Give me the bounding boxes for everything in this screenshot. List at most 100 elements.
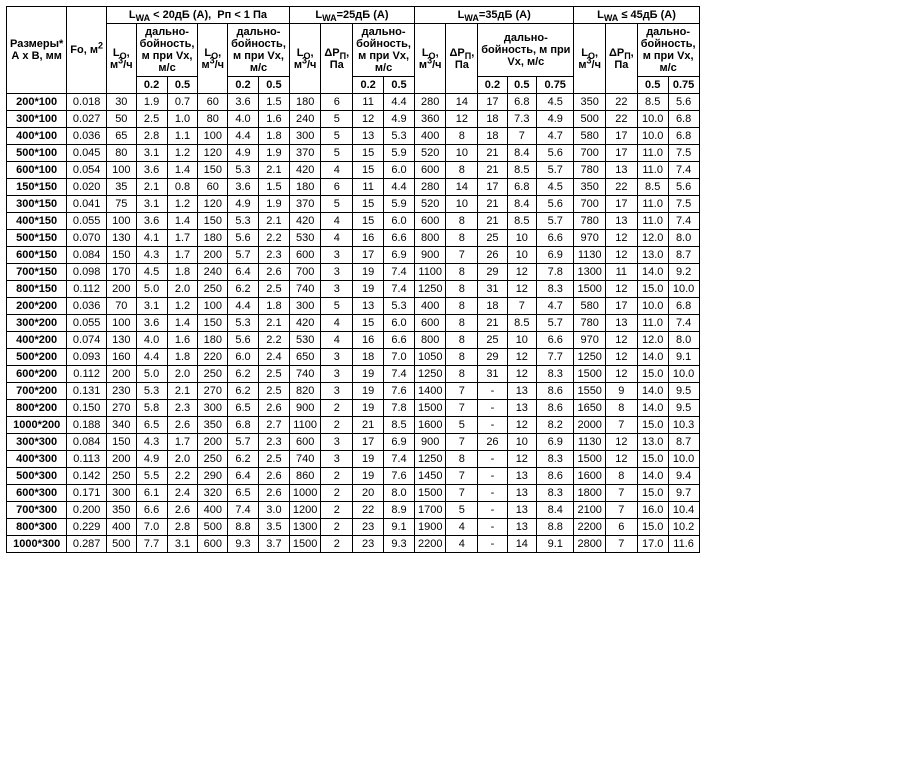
- cell-value: 25: [478, 230, 507, 247]
- cell-value: 8.6: [537, 383, 574, 400]
- cell-value: 2200: [414, 536, 445, 553]
- cell-value: 220: [198, 349, 228, 366]
- cell-value: 6: [321, 179, 353, 196]
- cell-value: 6.9: [537, 247, 574, 264]
- cell-value: 1400: [414, 383, 445, 400]
- cell-value: 0.070: [67, 230, 107, 247]
- cell-value: 1.1: [167, 128, 198, 145]
- cell-value: 18: [478, 298, 507, 315]
- cell-value: 4: [321, 162, 353, 179]
- cell-value: 7.5: [668, 145, 699, 162]
- cell-value: 2800: [574, 536, 605, 553]
- cell-value: 5.6: [537, 196, 574, 213]
- cell-value: 970: [574, 230, 605, 247]
- cell-value: 2.1: [136, 179, 167, 196]
- cell-value: 1100: [289, 417, 320, 434]
- cell-value: 700: [289, 264, 320, 281]
- cell-value: 12: [605, 366, 637, 383]
- table-row: 300*3000.0841504.31.72005.72.36003176.99…: [7, 434, 700, 451]
- cell-value: 29: [478, 264, 507, 281]
- cell-value: 17: [605, 196, 637, 213]
- cell-value: 5.3: [228, 315, 259, 332]
- cell-value: 18: [478, 128, 507, 145]
- cell-value: 240: [289, 111, 320, 128]
- cell-value: 12: [605, 281, 637, 298]
- cell-value: 6.1: [136, 485, 167, 502]
- cell-value: 820: [289, 383, 320, 400]
- cell-value: 17: [478, 94, 507, 111]
- table-row: 1000*3000.2875007.73.16009.33.715002239.…: [7, 536, 700, 553]
- cell-value: -: [478, 400, 507, 417]
- cell-value: 4: [321, 332, 353, 349]
- cell-value: 0.074: [67, 332, 107, 349]
- cell-value: 0.287: [67, 536, 107, 553]
- cell-value: 1.7: [167, 230, 198, 247]
- cell-value: 12.0: [637, 230, 668, 247]
- cell-value: 21: [478, 213, 507, 230]
- cell-value: 7.4: [228, 502, 259, 519]
- cell-value: 2.5: [258, 366, 289, 383]
- cell-value: 6.2: [228, 383, 259, 400]
- cell-value: 180: [289, 179, 320, 196]
- cell-value: 17: [605, 298, 637, 315]
- table-row: 800*1500.1122005.02.02506.22.57403197.41…: [7, 281, 700, 298]
- cell-value: 2.4: [167, 485, 198, 502]
- cell-value: 31: [478, 366, 507, 383]
- hdr-group-2: LWA=25дБ (А): [289, 7, 414, 24]
- cell-value: 8.0: [668, 332, 699, 349]
- cell-value: 5.6: [537, 145, 574, 162]
- hdr-lo-2: LO,м3/ч: [289, 24, 320, 94]
- cell-value: 15.0: [637, 366, 668, 383]
- cell-value: 740: [289, 451, 320, 468]
- cell-value: 1.2: [167, 196, 198, 213]
- cell-value: 1.5: [258, 179, 289, 196]
- cell-value: 14.0: [637, 264, 668, 281]
- cell-value: 1550: [574, 383, 605, 400]
- table-row: 400*3000.1132004.92.02506.22.57403197.41…: [7, 451, 700, 468]
- hdr-v: 0.5: [507, 77, 536, 94]
- hdr-v: 0.2: [478, 77, 507, 94]
- cell-value: 0.084: [67, 434, 107, 451]
- cell-value: 10: [446, 196, 478, 213]
- cell-value: 3.6: [228, 94, 259, 111]
- cell-value: 3: [321, 434, 353, 451]
- cell-value: 13: [507, 485, 536, 502]
- cell-value: 7.8: [384, 400, 415, 417]
- cell-value: 3: [321, 366, 353, 383]
- cell-value: 17: [605, 145, 637, 162]
- cell-value: 14: [446, 179, 478, 196]
- cell-value: 1500: [574, 366, 605, 383]
- cell-value: 100: [107, 213, 137, 230]
- cell-value: 8.5: [507, 213, 536, 230]
- cell-value: 19: [353, 264, 384, 281]
- cell-value: 0.098: [67, 264, 107, 281]
- cell-value: 1900: [414, 519, 445, 536]
- cell-value: 8.8: [228, 519, 259, 536]
- cell-size: 500*150: [7, 230, 67, 247]
- hdr-range-2: дально-бойность,м при Vx,м/с: [353, 24, 415, 77]
- cell-value: 7.7: [136, 536, 167, 553]
- cell-value: 520: [414, 196, 445, 213]
- cell-value: 11.0: [637, 196, 668, 213]
- cell-value: 6.8: [668, 128, 699, 145]
- cell-value: 4.4: [384, 179, 415, 196]
- cell-value: 2.1: [167, 383, 198, 400]
- cell-value: 2.8: [136, 128, 167, 145]
- cell-size: 200*100: [7, 94, 67, 111]
- cell-value: 500: [198, 519, 228, 536]
- cell-value: 4.5: [537, 94, 574, 111]
- cell-value: 4.7: [537, 128, 574, 145]
- cell-value: 5.6: [668, 179, 699, 196]
- cell-value: 8.3: [537, 485, 574, 502]
- cell-value: 0.054: [67, 162, 107, 179]
- cell-value: 400: [414, 128, 445, 145]
- cell-value: 9.5: [668, 400, 699, 417]
- cell-value: -: [478, 417, 507, 434]
- cell-value: 600: [289, 247, 320, 264]
- cell-value: 2.8: [167, 519, 198, 536]
- cell-value: 15.0: [637, 485, 668, 502]
- hdr-v: 0.2: [353, 77, 384, 94]
- cell-value: 1500: [574, 281, 605, 298]
- cell-value: 1.8: [167, 349, 198, 366]
- cell-value: 12: [507, 366, 536, 383]
